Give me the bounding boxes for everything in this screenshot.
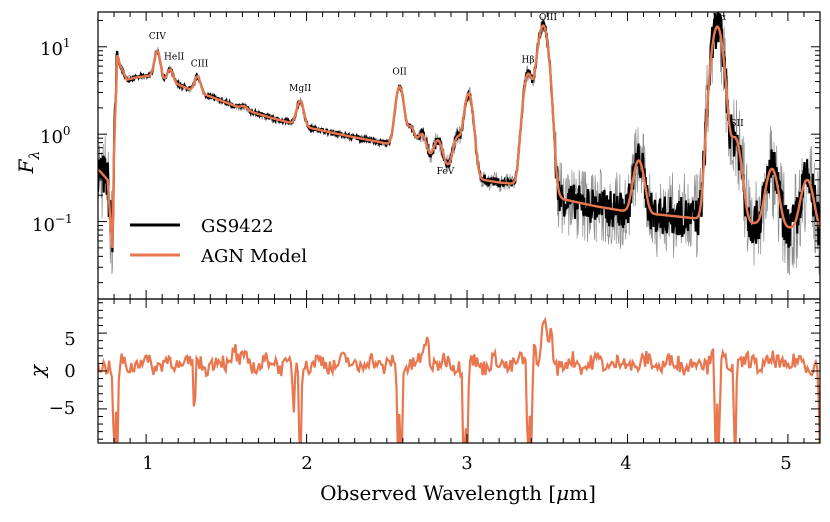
- top-y-tick-labels: 101 100 10−1: [32, 36, 73, 236]
- y-axis-label-flux: Fλ: [14, 151, 43, 175]
- flux-subscript: λ: [27, 151, 43, 161]
- line-label-hα: Hα: [712, 13, 726, 23]
- x-axis-label: Observed Wavelength [μm]: [320, 481, 596, 505]
- x-label-mu: μ: [556, 481, 569, 505]
- xtick-label-2: 2: [301, 453, 312, 474]
- y-axis-label-chi: χ: [25, 363, 49, 379]
- ytick-label-10e0: 100: [40, 124, 71, 148]
- bottom-y-tick-labels: 5 0 −5: [49, 329, 76, 419]
- xtick-label-3: 3: [461, 453, 472, 474]
- legend-data-label: GS9422: [201, 216, 274, 237]
- xtick-label-4: 4: [620, 453, 631, 474]
- chi-tick-label-minus5: −5: [49, 398, 76, 419]
- line-label-fev: FeV: [437, 167, 455, 177]
- axis-ticks: [97, 12, 821, 443]
- xtick-label-5: 5: [780, 453, 791, 474]
- agn-model-line: [98, 24, 820, 248]
- bottom-panel-data: [98, 316, 820, 443]
- x-tick-labels: 1 2 3 4 5: [142, 453, 791, 474]
- line-label-mgii: MgII: [289, 84, 312, 94]
- x-label-suffix: m]: [569, 481, 596, 505]
- line-label-oii: OII: [392, 68, 407, 78]
- ytick-label-10e1: 101: [40, 36, 71, 60]
- legend-model-label: AGN Model: [200, 246, 307, 267]
- ytick-label-10e-1: 10−1: [32, 212, 73, 236]
- line-label-sii: SII: [730, 119, 744, 129]
- line-label-oiii: OIII: [539, 13, 557, 23]
- emission-line-labels: CIV HeII CIII MgII OII FeV Hβ OIII Hα SII: [149, 13, 744, 177]
- chi-residual-line: [98, 316, 820, 443]
- legend: GS9422 AGN Model: [130, 216, 307, 267]
- top-panel-data: [98, 12, 820, 276]
- line-label-heii: HeII: [164, 53, 185, 63]
- line-label-ciii: CIII: [191, 59, 209, 69]
- x-label-prefix: Observed Wavelength [: [320, 481, 556, 505]
- line-label-civ: CIV: [149, 32, 166, 42]
- chi-tick-label-0: 0: [64, 361, 75, 382]
- flux-symbol: F: [14, 158, 38, 174]
- chi-tick-label-5: 5: [64, 329, 75, 350]
- line-label-hβ: Hβ: [521, 56, 534, 66]
- xtick-label-1: 1: [142, 453, 153, 474]
